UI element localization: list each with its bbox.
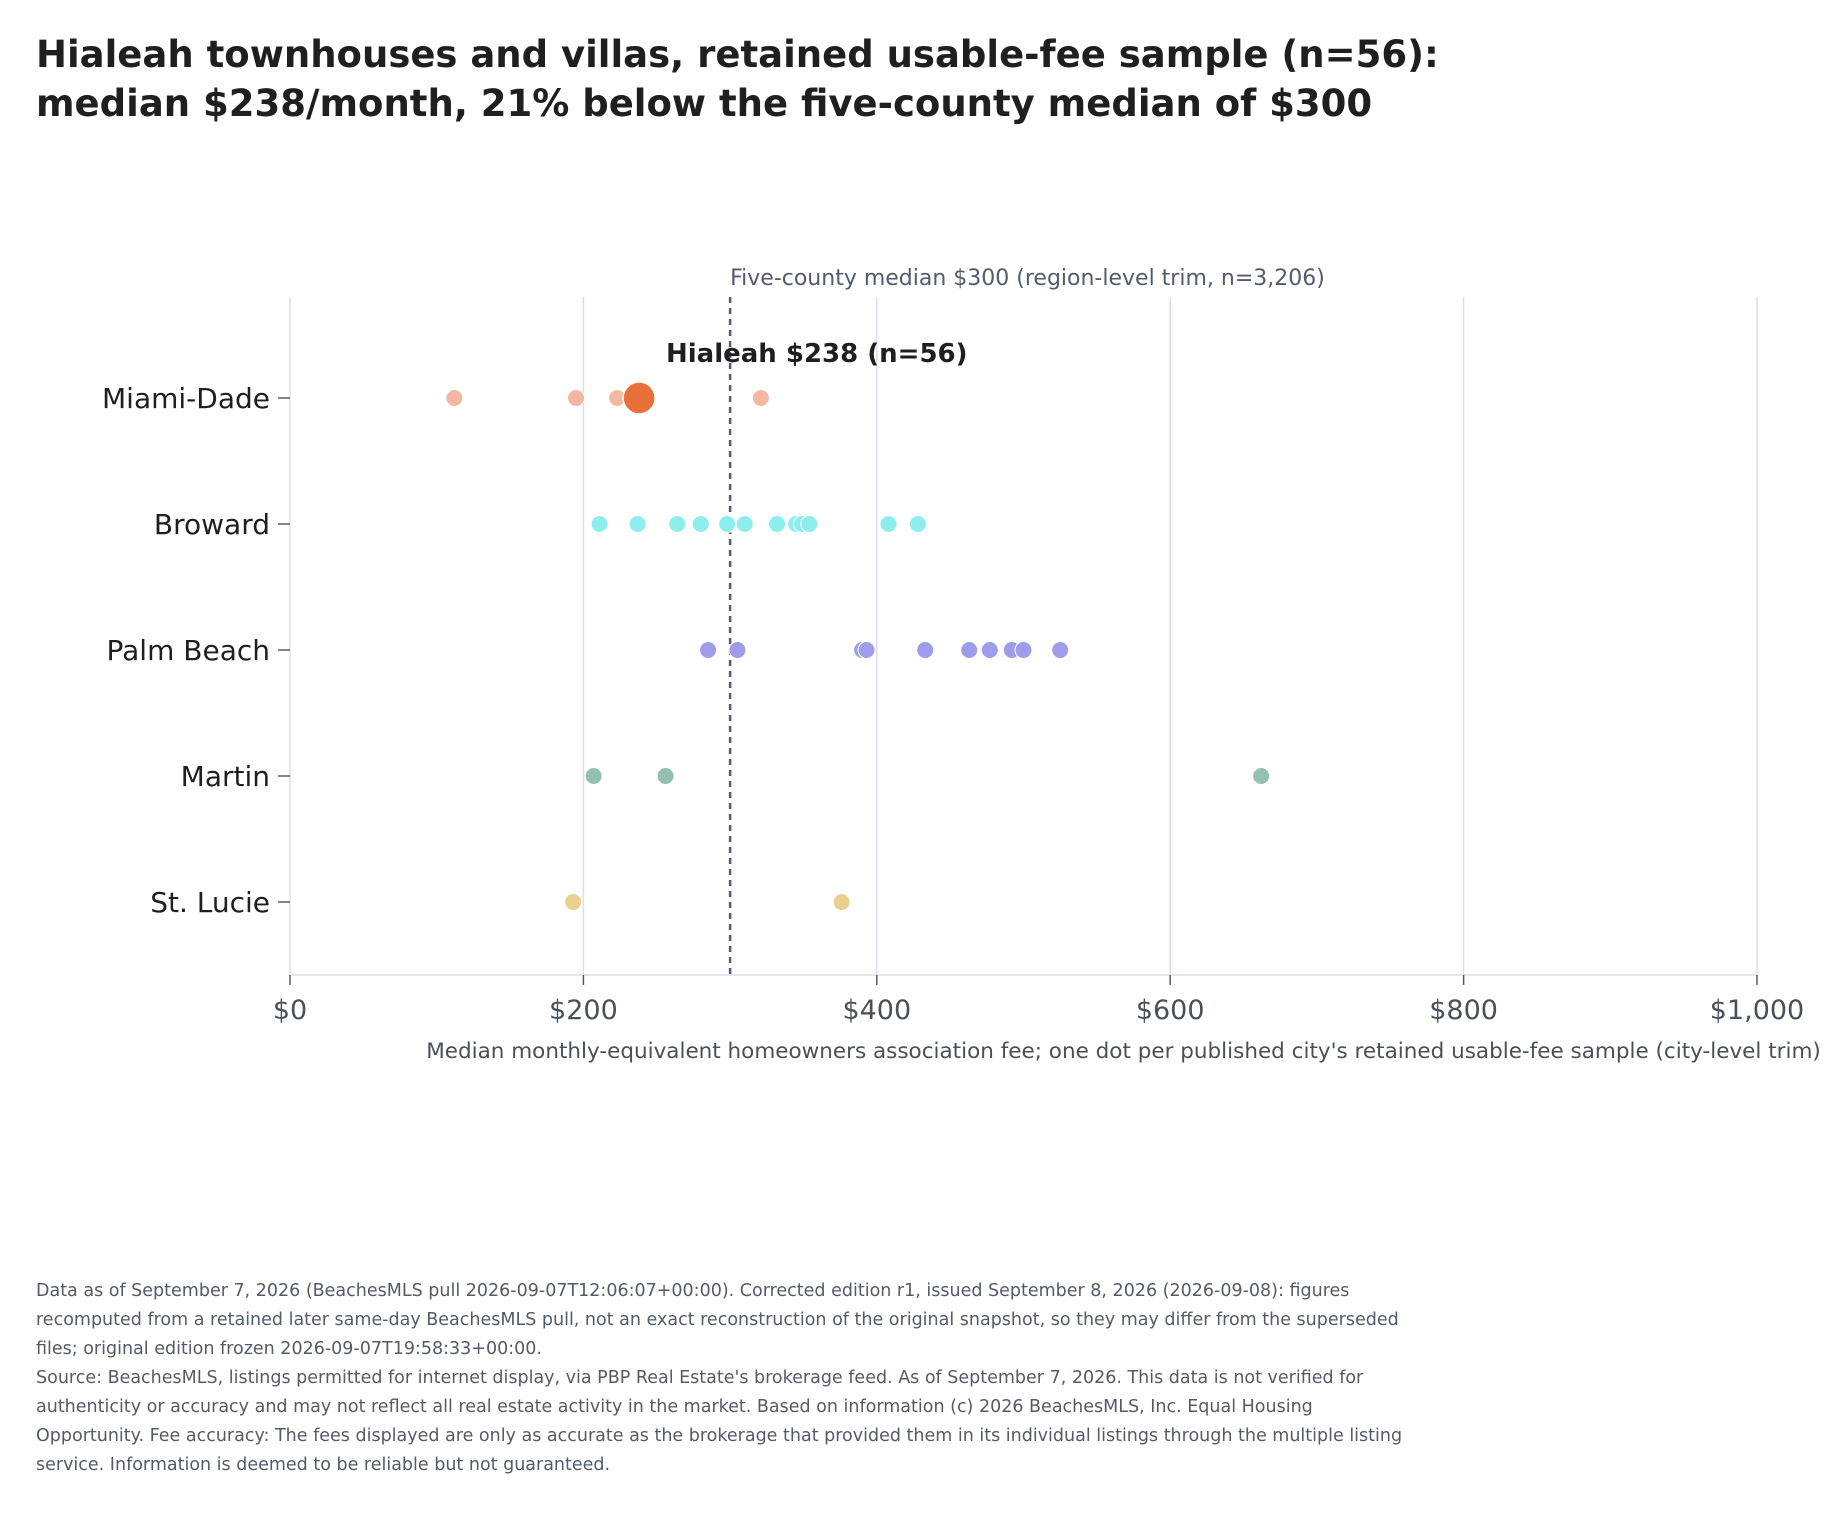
- grid-layer: [289, 297, 1758, 975]
- data-edition-note: Data as of September 7, 2026 (BeachesMLS…: [36, 1281, 1399, 1359]
- x-tick-label-4: $800: [1429, 995, 1498, 1026]
- dot-broward-10: [879, 515, 898, 533]
- dot-miami-dade-1: [567, 389, 586, 407]
- dot-broward-4: [718, 515, 737, 533]
- dot-palm-beach-3: [857, 641, 876, 659]
- dot-palm-beach-5: [960, 641, 979, 659]
- dot-broward-1: [628, 515, 647, 533]
- five-county-median-label: Five-county median $300 (region-level tr…: [730, 266, 1325, 291]
- x-tick-label-5: $1,000: [1710, 995, 1804, 1026]
- hialeah-highlight-label: Hialeah $238 (n=56): [666, 339, 968, 369]
- dot-martin-1: [656, 767, 675, 785]
- reference-layer: Five-county median $300 (region-level tr…: [728, 266, 1325, 975]
- dot-st-lucie-1: [832, 893, 851, 911]
- dot-palm-beach-0: [699, 641, 718, 659]
- dot-st-lucie-0: [564, 893, 583, 911]
- dot-palm-beach-9: [1051, 641, 1070, 659]
- chart-title-line-2: median $238/month, 21% below the five-co…: [36, 82, 1373, 125]
- dot-palm-beach-6: [980, 641, 999, 659]
- dot-broward-6: [768, 515, 787, 533]
- dot-martin-0: [584, 767, 603, 785]
- x-tick-label-2: $400: [842, 995, 911, 1026]
- chart-title: Hialeah townhouses and villas, retained …: [36, 30, 1736, 128]
- dot-broward-5: [735, 515, 754, 533]
- source-disclaimer-note: Source: BeachesMLS, listings permitted f…: [36, 1368, 1403, 1475]
- chart-title-line-1: Hialeah townhouses and villas, retained …: [36, 33, 1439, 76]
- axis-layer: $0 $200 $400 $600 $800 $1,000 Miami-Dade Browar…: [102, 382, 1804, 1026]
- dot-broward-0: [590, 515, 609, 533]
- x-tick-label-1: $200: [549, 995, 618, 1026]
- y-label-miami-dade: Miami-Dade: [102, 382, 270, 415]
- dot-palm-beach-4: [916, 641, 935, 659]
- dot-martin-2: [1252, 767, 1271, 785]
- highlight-layer: Hialeah $238 (n=56): [622, 339, 968, 415]
- dot-palm-beach-8: [1014, 641, 1033, 659]
- x-tick-label-3: $600: [1136, 995, 1205, 1026]
- hialeah-highlight-dot: [622, 381, 656, 415]
- y-label-st-lucie: St. Lucie: [150, 886, 270, 919]
- y-label-broward: Broward: [154, 508, 270, 541]
- x-tick-label-0: $0: [273, 995, 307, 1026]
- dot-miami-dade-3: [751, 389, 770, 407]
- dot-broward-2: [668, 515, 687, 533]
- y-label-martin: Martin: [181, 760, 270, 793]
- dot-layer: [445, 389, 1271, 911]
- y-label-palm-beach: Palm Beach: [107, 634, 270, 667]
- dot-miami-dade-0: [445, 389, 464, 407]
- dot-broward-9: [800, 515, 819, 533]
- dot-broward-3: [691, 515, 710, 533]
- x-axis-label: Median monthly-equivalent homeowners ass…: [426, 1039, 1821, 1064]
- source-notes: Data as of September 7, 2026 (BeachesMLS…: [36, 1277, 1406, 1480]
- dot-palm-beach-1: [728, 641, 747, 659]
- dot-broward-11: [908, 515, 927, 533]
